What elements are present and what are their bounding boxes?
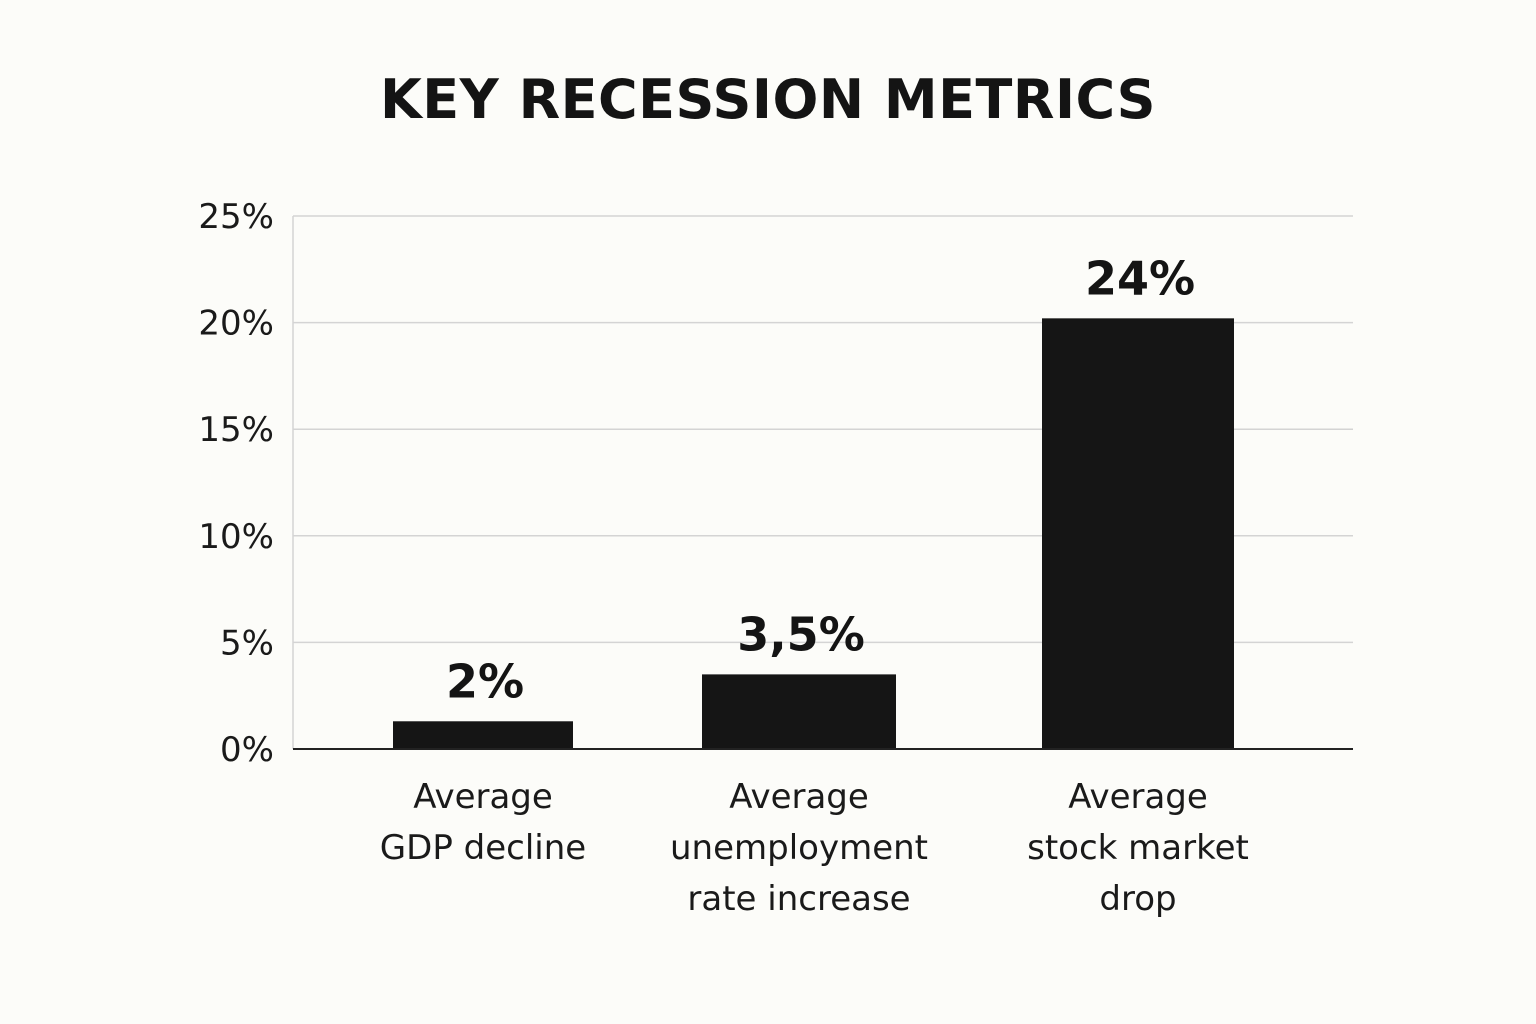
y-tick-label: 15% [198,410,274,450]
chart-title: KEY RECESSION METRICS [379,68,1157,131]
x-category-label: Average [729,777,869,817]
x-category-label: GDP decline [380,828,586,868]
y-tick-label: 25% [198,197,274,237]
data-label: 24% [1085,251,1195,305]
y-tick-label: 10% [198,517,274,557]
x-category-label: unemployment [670,828,928,868]
x-category-label: Average [1068,777,1208,817]
x-category-label: drop [1099,879,1176,919]
y-tick-label: 20% [198,304,274,344]
bar [702,674,896,749]
x-category-label: rate increase [687,879,910,919]
y-tick-label: 0% [220,730,274,770]
data-label: 3,5% [737,607,865,661]
x-category-label: stock market [1027,828,1249,868]
bar [1042,318,1234,749]
y-tick-label: 5% [220,623,274,663]
bar [393,721,573,749]
x-category-label: Average [413,777,553,817]
data-label: 2% [446,654,524,708]
